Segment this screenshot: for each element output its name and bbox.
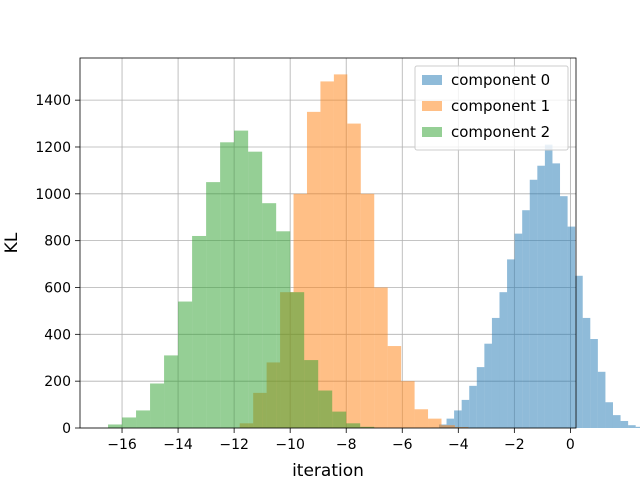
bar-component-0-bin-23 xyxy=(605,402,613,428)
bar-component-1-bin-10 xyxy=(374,287,388,428)
bar-component-1-bin-13 xyxy=(414,409,429,428)
bar-component-0-bin-14 xyxy=(537,165,545,429)
y-tick-label-6: 1200 xyxy=(35,140,71,156)
x-tick-label-5: −6 xyxy=(392,437,413,453)
bar-component-2-bin-9 xyxy=(234,130,249,428)
bar-component-1-bin-7 xyxy=(333,74,348,429)
legend-box xyxy=(414,65,569,151)
bar-component-2-bin-18 xyxy=(360,426,375,428)
bar-component-2-bin-7 xyxy=(206,182,221,428)
bar-component-0-bin-2 xyxy=(446,418,455,428)
bar-component-0-bin-18 xyxy=(567,226,576,428)
bar-component-0-bin-15 xyxy=(544,144,553,428)
histogram-bars xyxy=(108,74,640,429)
y-tick-label-4: 800 xyxy=(44,234,71,250)
bar-component-0-bin-3 xyxy=(454,410,462,428)
bar-component-0-bin-25 xyxy=(620,420,629,428)
y-tick-label-2: 400 xyxy=(44,327,71,343)
bar-component-0-bin-17 xyxy=(560,196,568,428)
y-tick-label-3: 600 xyxy=(44,280,71,296)
bar-component-1-bin-15 xyxy=(441,425,455,428)
bar-component-0-bin-13 xyxy=(529,179,538,428)
bar-component-0-bin-27 xyxy=(635,426,640,428)
x-tick-label-1: −14 xyxy=(163,437,193,453)
x-tick-label-7: −2 xyxy=(504,437,525,453)
bar-component-2-bin-4 xyxy=(164,355,179,428)
bar-component-2-bin-15 xyxy=(318,390,333,428)
x-tick-label-8: 0 xyxy=(566,437,575,453)
bar-component-2-bin-17 xyxy=(346,423,361,428)
x-tick-label-0: −16 xyxy=(107,437,137,453)
bar-component-0-bin-4 xyxy=(461,399,470,428)
bar-component-2-bin-13 xyxy=(290,292,305,428)
bar-component-2-bin-1 xyxy=(122,417,137,428)
bar-component-0-bin-16 xyxy=(552,163,561,428)
bar-component-2-bin-5 xyxy=(178,301,193,428)
bar-component-0-bin-19 xyxy=(575,275,583,428)
bar-component-0-bin-24 xyxy=(612,415,621,428)
bar-component-2-bin-16 xyxy=(332,411,347,428)
bar-component-1-bin-8 xyxy=(347,123,361,429)
legend-swatch-component-2 xyxy=(422,127,442,137)
bar-component-0-bin-11 xyxy=(514,233,523,428)
legend-label-component-0: component 0 xyxy=(451,71,550,89)
bar-component-1-bin-11 xyxy=(387,346,402,428)
x-tick-label-4: −8 xyxy=(336,437,357,453)
legend-label-component-2: component 2 xyxy=(451,123,550,141)
bar-component-2-bin-11 xyxy=(262,203,277,428)
bar-component-1-bin-12 xyxy=(401,381,415,428)
legend: component 0 component 1 component 2 xyxy=(414,65,569,151)
bar-component-1-bin-14 xyxy=(428,418,442,428)
bar-component-0-bin-7 xyxy=(484,343,492,428)
legend-swatch-component-1 xyxy=(422,101,442,111)
bar-component-1-bin-9 xyxy=(360,193,375,428)
bar-component-0-bin-26 xyxy=(628,425,636,428)
bar-component-2-bin-0 xyxy=(108,424,123,428)
bar-component-2-bin-10 xyxy=(248,151,263,428)
bar-component-0-bin-6 xyxy=(476,367,485,428)
tick-marks xyxy=(75,99,571,433)
x-axis-label: iteration xyxy=(292,461,364,480)
bar-component-2-bin-6 xyxy=(192,235,207,428)
series-component-2 xyxy=(108,130,375,428)
bar-component-0-bin-21 xyxy=(590,339,598,428)
bar-component-2-bin-12 xyxy=(276,231,291,428)
bar-component-2-bin-8 xyxy=(220,142,235,428)
tick-labels: −16 −14 −12 −10 −8 −6 −4 −2 0 0 200 400 600 800 1000 12… xyxy=(35,93,574,453)
x-tick-label-3: −10 xyxy=(275,437,305,453)
bar-component-1-bin-5 xyxy=(306,111,321,429)
bar-component-2-bin-3 xyxy=(150,383,165,428)
bar-component-0-bin-10 xyxy=(507,259,515,428)
bar-component-1-bin-16 xyxy=(454,427,469,428)
series-component-0 xyxy=(431,144,640,429)
bar-component-1-bin-6 xyxy=(320,81,334,428)
axes-frame xyxy=(79,57,577,429)
y-tick-label-5: 1000 xyxy=(35,187,71,203)
y-tick-label-7: 1400 xyxy=(35,93,71,109)
legend-label-component-1: component 1 xyxy=(451,97,550,115)
bar-component-0-bin-8 xyxy=(491,317,500,428)
legend-swatch-component-0 xyxy=(422,75,442,85)
bar-component-0-bin-20 xyxy=(582,317,591,428)
bar-component-2-bin-14 xyxy=(304,360,319,428)
y-tick-label-1: 200 xyxy=(44,374,71,390)
y-axis-label: KL xyxy=(2,232,22,253)
bar-component-0-bin-12 xyxy=(522,210,530,428)
bar-component-0-bin-9 xyxy=(499,292,508,428)
bar-component-2-bin-2 xyxy=(136,410,151,428)
bar-component-0-bin-5 xyxy=(469,385,477,428)
y-tick-label-0: 0 xyxy=(62,421,71,437)
bar-component-0-bin-22 xyxy=(597,371,606,428)
x-tick-label-6: −4 xyxy=(448,437,469,453)
x-tick-label-2: −12 xyxy=(219,437,249,453)
